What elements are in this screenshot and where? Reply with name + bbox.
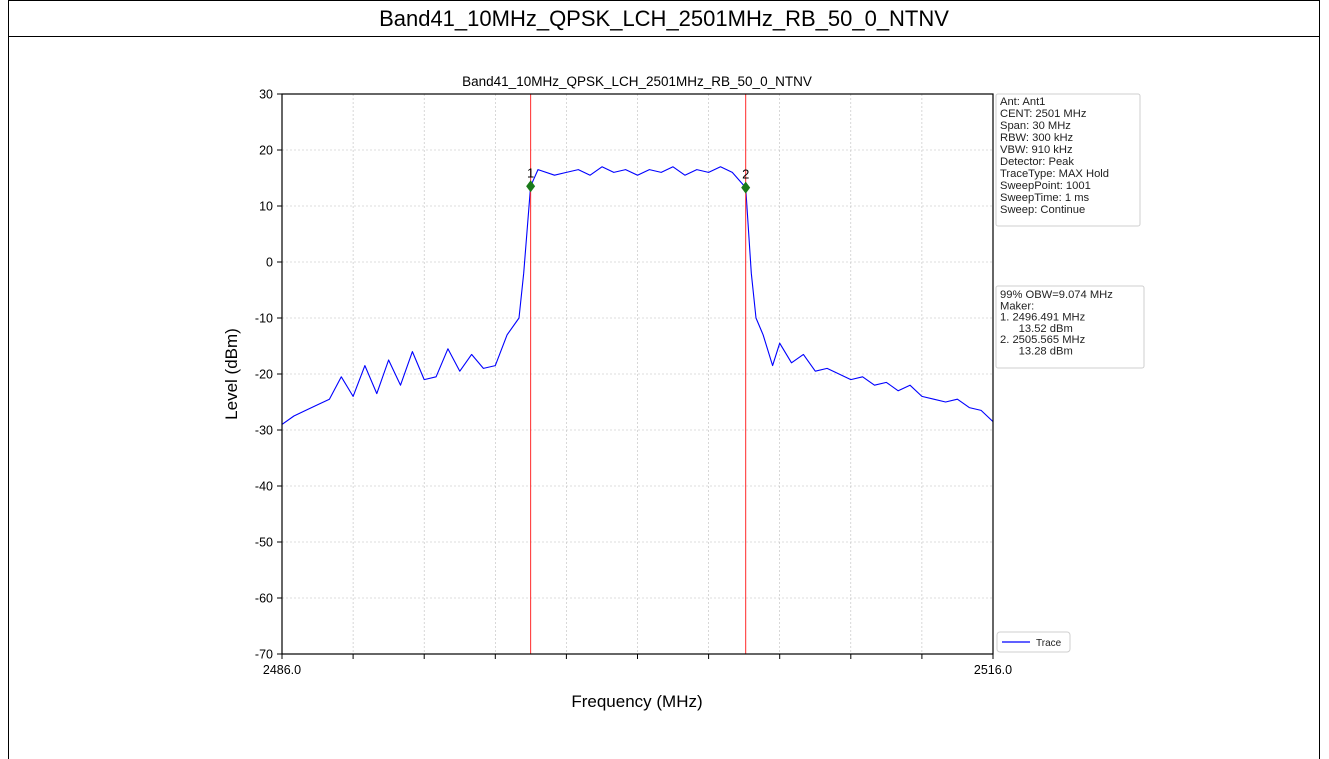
settings-line: TraceType: MAX Hold xyxy=(1000,168,1109,180)
marker-1-point xyxy=(526,180,536,193)
y-axis-ticks: 30 20 10 0 -10 -20 -30 -40 -50 -60 -70 xyxy=(255,88,282,662)
settings-line: Ant: Ant1 xyxy=(1000,96,1045,108)
report-header-title: Band41_10MHz_QPSK_LCH_2501MHz_RB_50_0_NT… xyxy=(8,0,1320,37)
marker-2-point xyxy=(741,181,751,194)
settings-line: SweepTime: 1 ms xyxy=(1000,192,1090,204)
plot-title: Band41_10MHz_QPSK_LCH_2501MHz_RB_50_0_NT… xyxy=(462,74,812,89)
y-tick-label: -40 xyxy=(255,480,273,494)
obw-result-line: 99% OBW=9.074 MHz xyxy=(1000,289,1113,301)
y-tick-label: 0 xyxy=(266,256,273,270)
report-frame xyxy=(8,0,1320,759)
y-tick-label: -20 xyxy=(255,368,273,382)
settings-line: RBW: 300 kHz xyxy=(1000,132,1074,144)
marker-2-label: 2 xyxy=(742,167,749,182)
obw-result-line: 13.52 dBm xyxy=(1000,323,1073,335)
trace-layer xyxy=(281,166,994,425)
settings-line: CENT: 2501 MHz xyxy=(1000,108,1087,120)
obw-result-line: 2. 2505.565 MHz xyxy=(1000,334,1086,346)
settings-box xyxy=(995,93,1141,227)
obw-result-line: Maker: xyxy=(1000,300,1034,312)
settings-line: Span: 30 MHz xyxy=(1000,120,1071,132)
x-tick-label: 2516.0 xyxy=(974,663,1012,677)
obw-result-line: 13.28 dBm xyxy=(1000,346,1073,358)
marker-1-label: 1 xyxy=(527,165,534,180)
y-tick-label: 20 xyxy=(259,144,273,158)
legend-box xyxy=(996,631,1071,653)
y-tick-label: 10 xyxy=(259,200,273,214)
y-tick-label: -70 xyxy=(255,648,273,662)
settings-line: SweepPoint: 1001 xyxy=(1000,180,1091,192)
y-tick-label: 30 xyxy=(259,88,273,102)
x-axis-label: Frequency (MHz) xyxy=(571,692,702,711)
legend-trace-label: Trace xyxy=(1036,638,1062,649)
obw-result-box xyxy=(995,285,1145,369)
grid-layer xyxy=(282,93,993,655)
x-axis-ticks: 2486.0 2516.0 xyxy=(263,654,1012,677)
settings-line: VBW: 910 kHz xyxy=(1000,144,1073,156)
x-tick-label: 2486.0 xyxy=(263,663,301,677)
settings-line: Sweep: Continue xyxy=(1000,204,1085,216)
y-tick-label: -30 xyxy=(255,424,273,438)
obw-result-line: 1. 2496.491 MHz xyxy=(1000,312,1086,324)
y-tick-label: -50 xyxy=(255,536,273,550)
trace-series-line xyxy=(281,166,994,425)
y-tick-label: -60 xyxy=(255,592,273,606)
settings-line: Detector: Peak xyxy=(1000,156,1074,168)
y-tick-label: -10 xyxy=(255,312,273,326)
y-axis-label: Level (dBm) xyxy=(222,328,241,420)
